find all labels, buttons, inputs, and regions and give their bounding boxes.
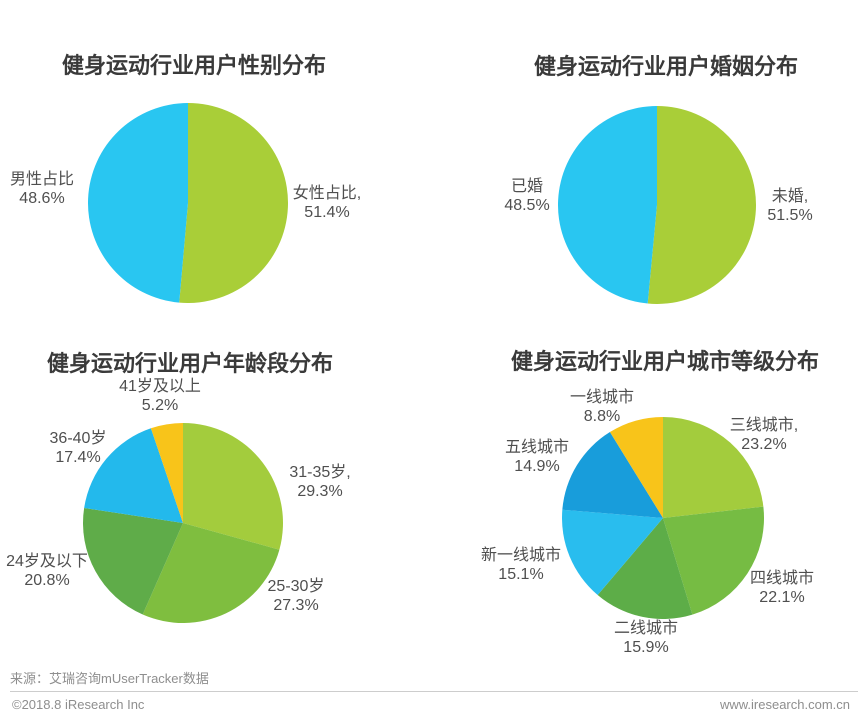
label-married-text: 已婚 — [510, 178, 543, 195]
marriage-pie-chart — [558, 106, 756, 304]
pie-slice — [597, 518, 693, 619]
label-tier4-text: 四线城市 — [749, 570, 815, 587]
label-age-41plus: 41岁及以上 5.2% — [119, 377, 201, 415]
label-age-31-35-pct: 29.3% — [297, 483, 343, 500]
pie-slice — [83, 507, 183, 615]
label-age-36-40-pct: 17.4% — [55, 449, 101, 466]
pie-slice — [562, 509, 663, 596]
pie-slice — [663, 417, 764, 518]
label-female-text: 女性占比, — [292, 185, 362, 202]
pie-svg — [88, 103, 288, 303]
label-married-pct: 48.5% — [504, 197, 550, 214]
pie-slice — [647, 106, 756, 304]
chart-title-city-tier: 健身运动行业用户城市等级分布 — [511, 349, 820, 374]
label-tier4: 四线城市 22.1% — [750, 569, 814, 607]
gender-pie-chart — [88, 103, 288, 303]
label-new-tier1-pct: 15.1% — [498, 566, 544, 583]
chart-title-age: 健身运动行业用户年龄段分布 — [47, 351, 334, 376]
label-age-41plus-text: 41岁及以上 — [119, 378, 201, 395]
pie-slice — [88, 103, 188, 303]
label-age-41plus-pct: 5.2% — [141, 397, 179, 414]
label-male-text: 男性占比 — [9, 171, 75, 188]
label-tier2-text: 二线城市 — [613, 620, 679, 637]
age-pie-chart — [83, 423, 283, 623]
chart-title-marriage: 健身运动行业用户婚姻分布 — [534, 54, 799, 79]
pie-slice — [562, 432, 663, 518]
city-tier-pie-chart — [562, 417, 764, 619]
label-new-tier1: 新一线城市 15.1% — [481, 546, 561, 584]
label-tier5-pct: 14.9% — [514, 458, 560, 475]
label-tier2-pct: 15.9% — [623, 639, 669, 656]
copyright-text: ©2018.8 iResearch Inc — [12, 697, 145, 712]
label-age-25-30-pct: 27.3% — [273, 597, 319, 614]
label-age-25-30: 25-30岁 27.3% — [268, 577, 325, 615]
label-married: 已婚 48.5% — [504, 177, 549, 215]
label-unmarried-pct: 51.5% — [767, 207, 813, 224]
label-tier5: 五线城市 14.9% — [505, 438, 569, 476]
label-female: 女性占比, 51.4% — [293, 184, 361, 222]
pie-slice — [183, 423, 283, 550]
label-unmarried-text: 未婚, — [771, 188, 809, 205]
data-source-note: 来源：艾瑞咨询mUserTracker数据 — [10, 671, 209, 686]
label-age-25-30-text: 25-30岁 — [267, 578, 325, 595]
label-age-under24: 24岁及以下 20.8% — [6, 552, 88, 590]
label-tier2: 二线城市 15.9% — [614, 619, 678, 657]
pie-svg — [558, 106, 756, 304]
footer-divider — [10, 691, 858, 692]
pie-svg — [562, 417, 764, 619]
label-tier3: 三线城市, 23.2% — [730, 416, 798, 454]
pie-svg — [83, 423, 283, 623]
pie-slice — [142, 523, 280, 623]
chart-title-gender: 健身运动行业用户性别分布 — [62, 53, 327, 78]
label-age-36-40-text: 36-40岁 — [49, 430, 107, 447]
label-age-31-35-text: 31-35岁, — [289, 464, 351, 481]
label-tier1: 一线城市 8.8% — [570, 388, 634, 426]
label-male: 男性占比 48.6% — [10, 170, 74, 208]
label-unmarried: 未婚, 51.5% — [767, 187, 812, 225]
label-female-pct: 51.4% — [304, 204, 350, 221]
pie-slice — [609, 417, 663, 518]
pie-slice — [663, 506, 764, 615]
label-tier5-text: 五线城市 — [504, 439, 570, 456]
label-age-31-35: 31-35岁, 29.3% — [289, 463, 350, 501]
label-age-under24-text: 24岁及以下 — [6, 553, 88, 570]
pie-slice — [150, 423, 183, 523]
pie-slice — [179, 103, 288, 303]
pie-slice — [84, 428, 183, 523]
label-tier1-pct: 8.8% — [583, 408, 621, 425]
label-tier3-pct: 23.2% — [741, 436, 787, 453]
label-tier1-text: 一线城市 — [569, 389, 635, 406]
label-age-36-40: 36-40岁 17.4% — [50, 429, 107, 467]
pie-slice — [558, 106, 657, 304]
label-age-under24-pct: 20.8% — [24, 572, 70, 589]
label-male-pct: 48.6% — [19, 190, 65, 207]
label-tier3-text: 三线城市, — [729, 417, 799, 434]
website-url: www.iresearch.com.cn — [719, 697, 850, 712]
label-tier4-pct: 22.1% — [759, 589, 805, 606]
label-new-tier1-text: 新一线城市 — [480, 547, 562, 564]
